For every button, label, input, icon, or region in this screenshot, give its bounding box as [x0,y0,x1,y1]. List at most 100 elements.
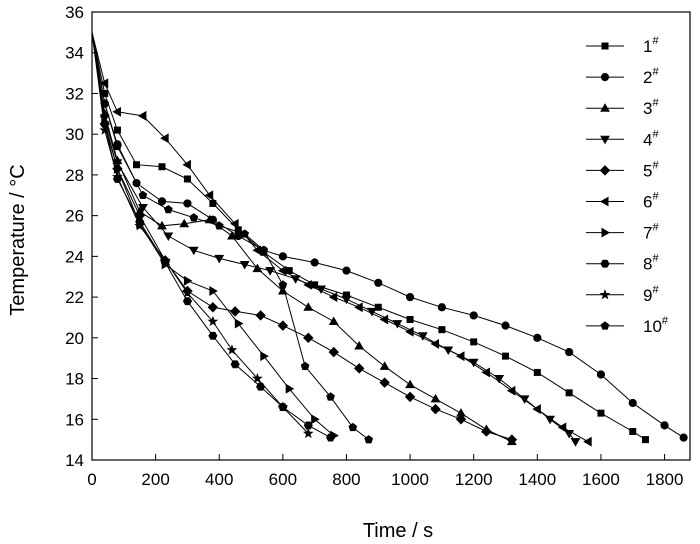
plot-frame [91,11,691,461]
x-tick-label: 0 [87,470,96,489]
legend-superscript: # [652,128,659,140]
x-tick-label: 600 [269,470,297,489]
y-tick-label: 28 [65,166,84,185]
data-point-series-4 [137,203,148,213]
data-point-series-6 [112,106,121,117]
data-point-series-6 [328,292,338,303]
data-point-series-4 [417,332,428,341]
data-point-series-4 [265,267,276,276]
data-point-series-6 [455,351,465,362]
data-point-series-1 [113,126,121,134]
data-point-series-10 [348,422,358,432]
data-point-series-9 [182,287,193,298]
data-point-series-1 [406,315,414,323]
data-point-series-8 [182,297,192,306]
y-tick-label: 34 [65,44,84,63]
data-point-series-4 [163,232,174,241]
data-point-series-6 [532,404,541,415]
legend-superscript: # [652,284,659,296]
x-tick-label: 800 [332,470,360,489]
data-point-series-6 [557,422,567,433]
data-point-series-2 [157,197,167,206]
data-point-series-1 [438,326,446,334]
legend-label-9: 9# [643,284,659,305]
data-point-series-2 [628,398,637,408]
data-point-series-4 [494,375,505,384]
data-point-series-4 [188,246,199,256]
data-point-series-1 [285,267,293,275]
data-point-series-2 [310,258,319,267]
data-point-series-5 [207,302,219,313]
data-point-series-9 [277,401,289,412]
legend-marker-6 [600,196,609,207]
data-point-series-4 [519,395,530,404]
data-point-series-10 [364,435,374,444]
data-point-series-6 [99,78,109,89]
data-point-series-3 [157,220,167,230]
data-point-series-1 [133,161,141,169]
data-point-series-7 [311,414,320,425]
data-point-series-9 [112,171,123,182]
data-point-series-3 [430,393,441,403]
y-tick-label: 36 [65,3,84,22]
data-point-series-10 [240,229,250,238]
x-tick-label: 1400 [518,470,556,489]
data-point-series-9 [302,427,314,439]
data-point-series-8 [256,382,266,391]
data-point-series-6 [137,110,147,121]
x-tick-label: 1600 [582,470,620,489]
series-line-10 [91,32,370,440]
data-point-series-4 [112,159,123,168]
data-point-series-10 [278,280,288,289]
data-point-series-3 [303,302,314,311]
legend: 1# 2# 3# 4# 5# 6# 7# 8# 9# 10# [586,35,669,336]
data-point-series-9 [226,344,238,355]
data-point-series-1 [183,175,191,183]
legend-label-1: 1# [643,35,659,56]
data-point-series-3 [204,214,215,224]
data-point-series-1 [565,389,573,397]
series-line-2 [91,32,684,439]
y-tick-label: 24 [65,247,84,266]
data-point-series-1 [629,427,637,435]
data-point-series-10 [100,99,110,108]
data-point-series-7 [285,383,295,394]
data-point-series-10 [326,392,335,401]
data-point-series-1 [641,436,649,444]
data-point-series-5 [277,320,289,331]
data-point-series-1 [158,163,166,171]
data-point-series-5 [328,346,339,358]
data-point-series-9 [134,220,146,231]
data-point-series-8 [230,360,240,369]
legend-label-6: 6# [643,191,659,212]
legend-superscript: # [662,315,669,327]
data-point-series-1 [311,281,319,289]
legend-marker-9 [599,289,611,300]
data-point-series-7 [183,275,193,286]
legend-superscript: # [652,35,659,47]
data-point-series-3 [405,379,416,389]
x-tick-label: 1200 [455,470,493,489]
data-point-series-6 [303,279,312,290]
data-point-series-5 [430,403,441,415]
data-point-series-4 [443,346,454,356]
data-point-series-3 [379,361,390,370]
data-point-series-10 [300,361,310,371]
x-axis-ticks: 0 200 400 600 800 1000 1200 1400 1600 1800 [87,454,683,489]
legend-label-7: 7# [643,222,659,243]
data-point-series-8 [303,421,313,430]
data-point-series-5 [353,363,365,374]
legend-label-10: 10# [643,315,669,336]
legend-label-3: 3# [643,97,659,118]
data-point-series-2 [501,321,510,330]
data-point-series-4 [239,261,250,270]
data-point-series-1 [209,199,217,207]
data-point-series-9 [99,124,111,135]
series-line-3 [91,32,513,443]
data-point-series-9 [159,254,171,266]
series-lines [91,32,684,443]
series-line-5 [91,32,513,441]
data-point-series-6 [160,133,169,144]
data-point-series-2 [660,421,669,430]
data-point-series-2 [533,333,542,342]
